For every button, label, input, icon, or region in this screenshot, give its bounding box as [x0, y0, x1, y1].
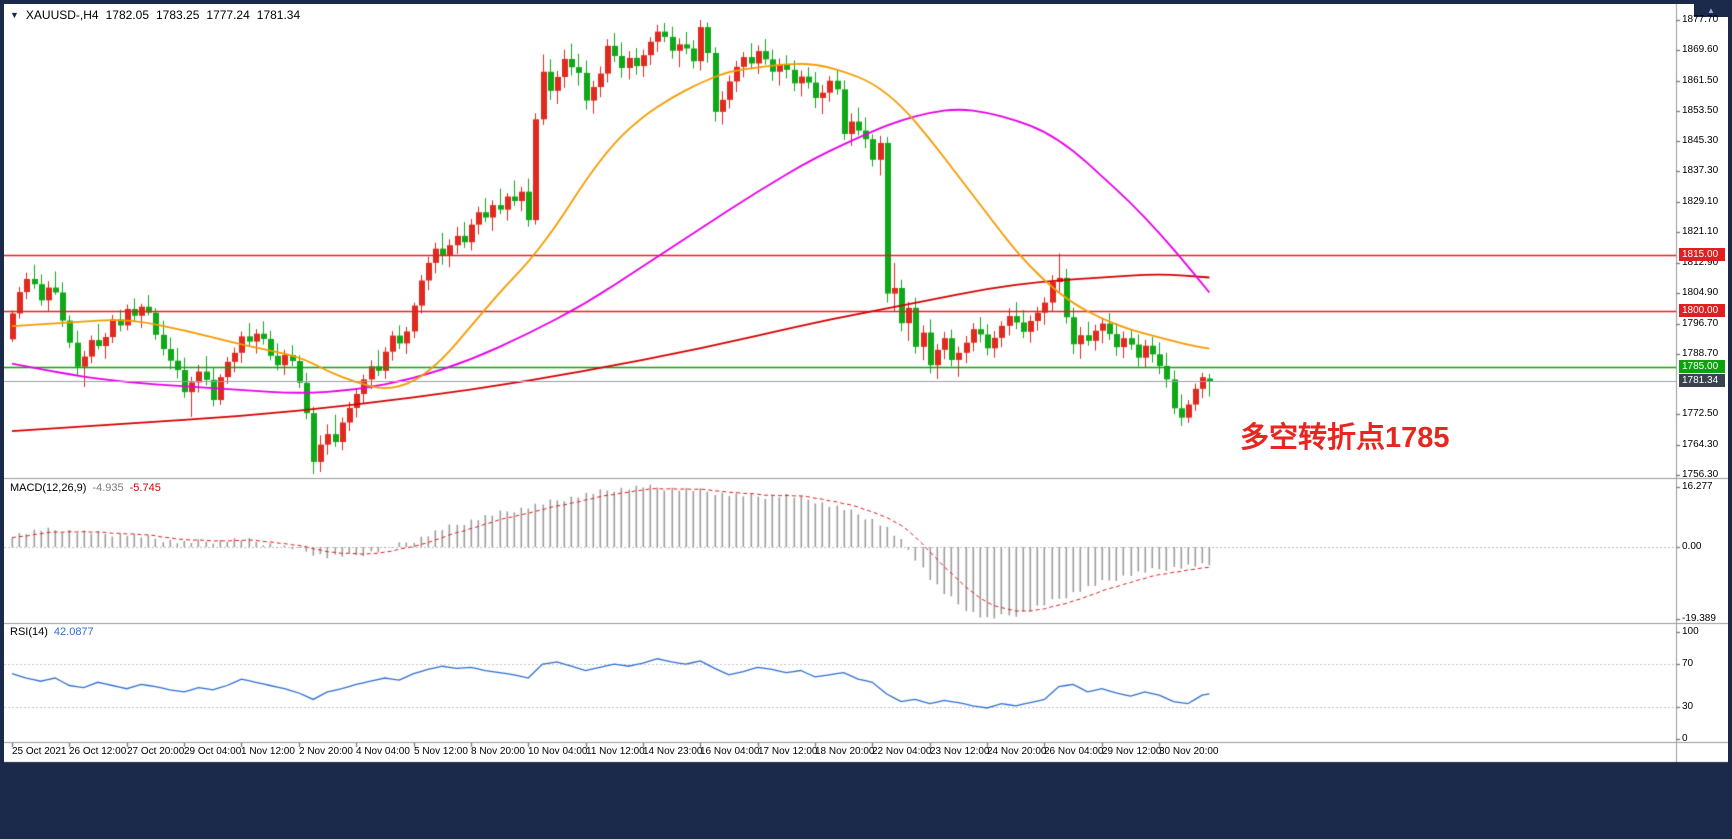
- symbol-period-label: XAUUSD-,H4: [25, 8, 99, 22]
- rsi-name: RSI(14): [10, 626, 48, 638]
- price-chart-canvas[interactable]: [4, 4, 1728, 835]
- date-label: 23 Nov 12:00: [930, 746, 990, 757]
- price-tick-label: 1869.60: [1682, 44, 1719, 56]
- price-tick-label: 1837.30: [1682, 165, 1719, 177]
- price-tick-label: 1804.90: [1682, 286, 1719, 298]
- bar-open-value: 1782.05: [105, 8, 149, 22]
- price-tick-label: 1756.30: [1682, 468, 1719, 480]
- macd-indicator-label: MACD(12,26,9) -4.935 -5.745: [10, 482, 161, 494]
- price-tick-label: 1877.70: [1682, 14, 1719, 25]
- date-label: 25 Oct 2021: [12, 746, 67, 757]
- rsi-tick-label: 0: [1682, 733, 1688, 744]
- date-label: 27 Oct 20:00: [127, 746, 185, 757]
- date-label: 16 Nov 04:00: [700, 746, 760, 757]
- date-label: 8 Nov 20:00: [471, 746, 525, 757]
- price-tick-label: 1861.50: [1682, 74, 1719, 86]
- price-tick-label: 1788.70: [1682, 347, 1719, 359]
- price-tick-label: 1796.70: [1682, 317, 1719, 329]
- date-label: 2 Nov 20:00: [299, 746, 353, 757]
- price-line-badge: 1781.34: [1679, 374, 1725, 388]
- chart-header: ▼ XAUUSD-,H4 1782.05 1783.25 1777.24 178…: [10, 8, 300, 22]
- date-label: 29 Oct 04:00: [184, 746, 242, 757]
- date-label: 26 Nov 04:00: [1044, 746, 1104, 757]
- price-tick-label: 1845.30: [1682, 135, 1719, 147]
- price-axis[interactable]: 1877.70 1869.60 1861.50 1853.50 1845.30 1837.…: [1678, 4, 1728, 762]
- date-label: 30 Nov 20:00: [1159, 746, 1219, 757]
- rsi-indicator-label: RSI(14) 42.0877: [10, 626, 94, 638]
- date-label: 10 Nov 04:00: [528, 746, 588, 757]
- price-tick-label: 1821.10: [1682, 226, 1719, 238]
- date-label: 4 Nov 04:00: [356, 746, 410, 757]
- bar-close-value: 1781.34: [256, 8, 301, 22]
- macd-main-value: -4.935: [92, 482, 124, 494]
- date-label: 5 Nov 12:00: [414, 746, 468, 757]
- chart-annotation[interactable]: 多空转折点1785: [1240, 422, 1450, 454]
- scroll-up-button[interactable]: ▲: [1694, 4, 1728, 17]
- date-label: 22 Nov 04:00: [872, 746, 932, 757]
- price-line-badge: 1785.00: [1679, 360, 1725, 374]
- bar-high-value: 1783.25: [156, 8, 200, 22]
- rsi-tick-label: 70: [1682, 658, 1694, 670]
- macd-tick-label: 0.00: [1682, 541, 1702, 552]
- bar-low-value: 1777.24: [206, 8, 250, 22]
- date-label: 17 Nov 12:00: [758, 746, 818, 757]
- date-label: 11 Nov 12:00: [586, 746, 645, 757]
- date-label: 26 Oct 12:00: [69, 746, 127, 757]
- macd-tick-label: 16.277: [1682, 480, 1713, 492]
- macd-name: MACD(12,26,9): [10, 482, 87, 494]
- date-label: 29 Nov 12:00: [1102, 746, 1162, 757]
- macd-signal-value: -5.745: [129, 482, 161, 494]
- rsi-tick-label: 30: [1682, 700, 1694, 712]
- price-tick-label: 1812.90: [1682, 256, 1719, 268]
- price-tick-label: 1764.30: [1682, 439, 1719, 450]
- rsi-tick-label: 100: [1682, 626, 1699, 637]
- time-axis[interactable]: 25 Oct 2021 26 Oct 12:00 27 Oct 20:00 29 Oc…: [4, 742, 1676, 762]
- macd-tick-label: -19.389: [1682, 612, 1716, 624]
- price-line-badge: 1800.00: [1679, 304, 1725, 318]
- symbol-dropdown-icon[interactable]: ▼: [10, 10, 19, 20]
- price-tick-label: 1772.50: [1682, 408, 1719, 420]
- date-label: 18 Nov 20:00: [815, 746, 875, 757]
- date-label: 14 Nov 23:00: [643, 746, 703, 757]
- date-label: 1 Nov 12:00: [241, 746, 295, 757]
- price-tick-label: 1829.10: [1682, 196, 1719, 208]
- date-label: 24 Nov 20:00: [987, 746, 1047, 757]
- price-tick-label: 1853.50: [1682, 104, 1719, 116]
- rsi-value: 42.0877: [53, 626, 94, 638]
- price-line-badge: 1815.00: [1679, 247, 1725, 261]
